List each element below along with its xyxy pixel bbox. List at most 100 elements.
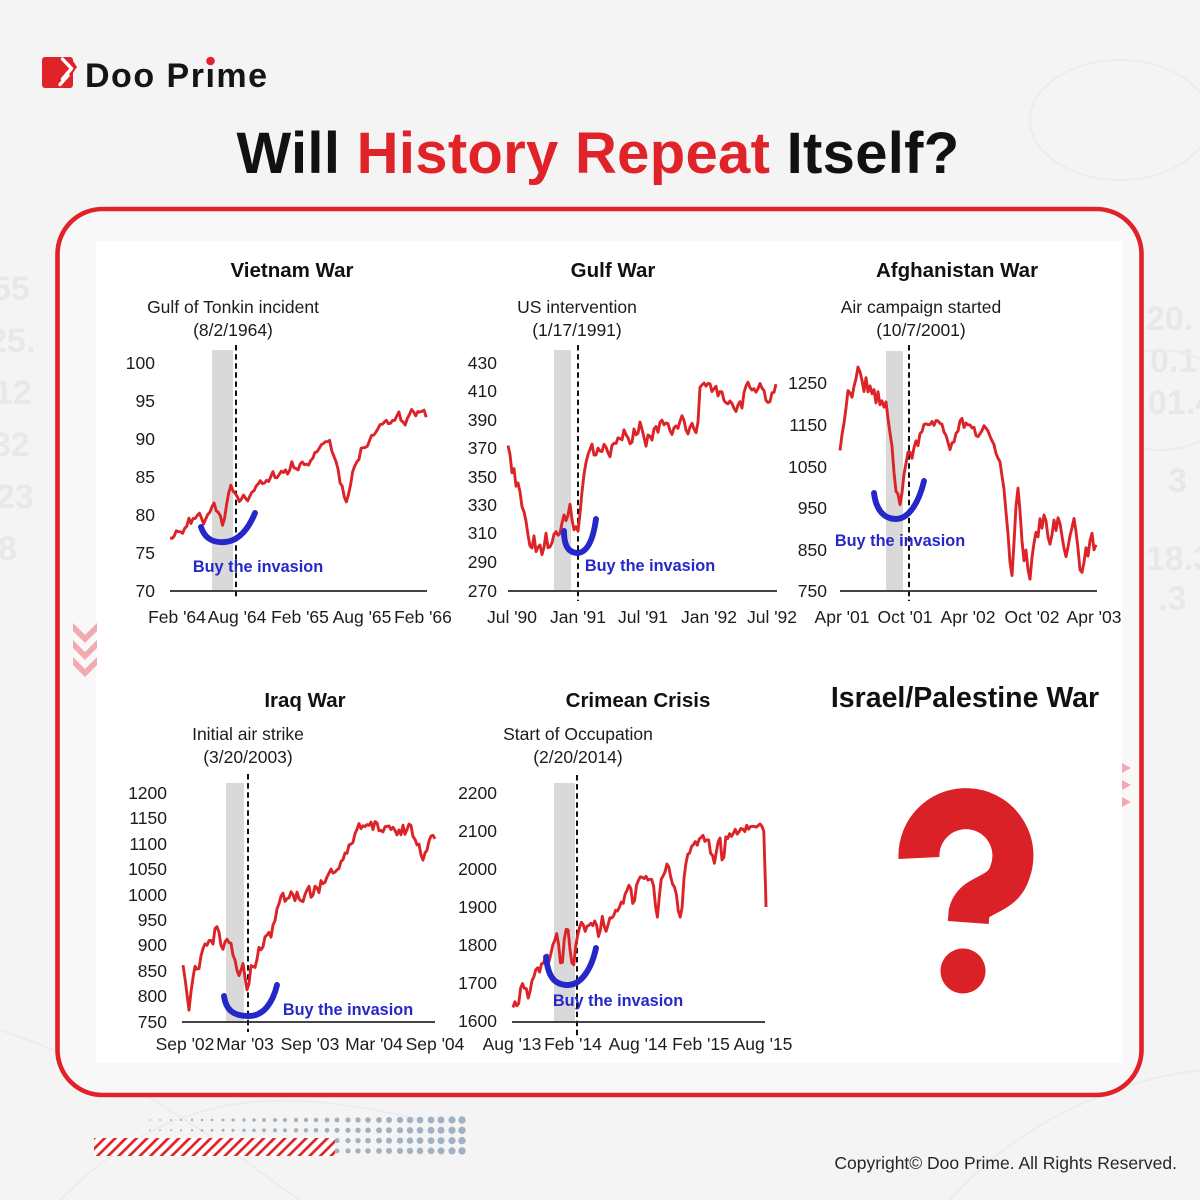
svg-text:Aug '64: Aug '64 bbox=[208, 607, 267, 627]
svg-text:Doo Prıme: Doo Prıme bbox=[85, 57, 269, 95]
svg-text:1900: 1900 bbox=[458, 897, 497, 917]
svg-text:Buy the invasion: Buy the invasion bbox=[835, 532, 965, 550]
svg-text:Feb '15: Feb '15 bbox=[672, 1034, 730, 1054]
svg-text:Mar '03: Mar '03 bbox=[216, 1034, 274, 1054]
svg-text:390: 390 bbox=[468, 410, 497, 430]
svg-text:100: 100 bbox=[126, 353, 155, 373]
svg-text:Start of Occupation: Start of Occupation bbox=[503, 724, 653, 744]
svg-text:75: 75 bbox=[136, 543, 155, 563]
svg-text:2200: 2200 bbox=[458, 783, 497, 803]
svg-text:1100: 1100 bbox=[129, 834, 167, 854]
svg-text:Jul '92: Jul '92 bbox=[747, 607, 797, 627]
svg-text:2000: 2000 bbox=[458, 859, 497, 879]
svg-text:1150: 1150 bbox=[789, 415, 827, 435]
svg-text:1000: 1000 bbox=[128, 885, 167, 905]
svg-text:Jul '91: Jul '91 bbox=[618, 607, 668, 627]
svg-text:85: 85 bbox=[136, 467, 155, 487]
svg-text:370: 370 bbox=[468, 438, 497, 458]
svg-text:Feb '66: Feb '66 bbox=[394, 607, 452, 627]
svg-text:350: 350 bbox=[468, 467, 497, 487]
svg-text:(2/20/2014): (2/20/2014) bbox=[533, 747, 623, 767]
svg-text:Gulf of Tonkin incident: Gulf of Tonkin incident bbox=[147, 297, 319, 317]
svg-text:290: 290 bbox=[468, 552, 497, 572]
svg-text:Vietnam War: Vietnam War bbox=[230, 259, 353, 282]
svg-text:Oct '02: Oct '02 bbox=[1005, 607, 1060, 627]
svg-text:(3/20/2003): (3/20/2003) bbox=[203, 747, 293, 767]
svg-text:(10/7/2001): (10/7/2001) bbox=[876, 320, 966, 340]
svg-text:80: 80 bbox=[136, 505, 156, 525]
svg-text:900: 900 bbox=[138, 935, 167, 955]
svg-text:01.4: 01.4 bbox=[1148, 384, 1200, 422]
svg-text:1050: 1050 bbox=[128, 859, 167, 879]
svg-text:23: 23 bbox=[0, 478, 34, 516]
svg-text:70: 70 bbox=[136, 581, 156, 601]
svg-text:Aug '65: Aug '65 bbox=[333, 607, 392, 627]
svg-text:Sep '03: Sep '03 bbox=[281, 1034, 340, 1054]
svg-text:850: 850 bbox=[138, 961, 167, 981]
svg-text:Jan '92: Jan '92 bbox=[681, 607, 737, 627]
svg-text:850: 850 bbox=[798, 540, 827, 560]
svg-text:20.: 20. bbox=[1146, 300, 1193, 338]
svg-text:1700: 1700 bbox=[458, 973, 497, 993]
svg-text:Mar '04: Mar '04 bbox=[345, 1034, 403, 1054]
svg-text:Jan '91: Jan '91 bbox=[550, 607, 606, 627]
svg-text:Crimean Crisis: Crimean Crisis bbox=[566, 689, 711, 712]
svg-text:0.1: 0.1 bbox=[1150, 342, 1197, 380]
svg-text:Air campaign started: Air campaign started bbox=[841, 297, 1002, 317]
svg-text:Feb '64: Feb '64 bbox=[148, 607, 206, 627]
svg-text:Copyright© Doo Prime. All Righ: Copyright© Doo Prime. All Rights Reserve… bbox=[834, 1153, 1177, 1173]
svg-text:Iraq War: Iraq War bbox=[264, 689, 345, 712]
svg-text:330: 330 bbox=[468, 495, 497, 515]
svg-text:55: 55 bbox=[0, 270, 30, 308]
svg-text:Jul '90: Jul '90 bbox=[487, 607, 537, 627]
svg-text:Buy the invasion: Buy the invasion bbox=[283, 1001, 413, 1019]
svg-text:(1/17/1991): (1/17/1991) bbox=[532, 320, 622, 340]
svg-text:270: 270 bbox=[468, 581, 497, 601]
svg-text:.3: .3 bbox=[1158, 580, 1186, 618]
svg-text:90: 90 bbox=[136, 429, 156, 449]
svg-text:1200: 1200 bbox=[128, 783, 167, 803]
svg-text:Buy the invasion: Buy the invasion bbox=[553, 992, 683, 1010]
svg-text:Sep '04: Sep '04 bbox=[406, 1034, 465, 1054]
svg-text:410: 410 bbox=[468, 381, 497, 401]
svg-text:Oct '01: Oct '01 bbox=[878, 607, 933, 627]
svg-text:1050: 1050 bbox=[788, 457, 827, 477]
svg-text:430: 430 bbox=[468, 353, 497, 373]
svg-text:2100: 2100 bbox=[458, 821, 497, 841]
svg-text:Feb '65: Feb '65 bbox=[271, 607, 329, 627]
svg-text:Feb '14: Feb '14 bbox=[544, 1034, 602, 1054]
svg-text:Sep '02: Sep '02 bbox=[156, 1034, 215, 1054]
svg-text:Apr '01: Apr '01 bbox=[815, 607, 870, 627]
svg-text:Apr '02: Apr '02 bbox=[941, 607, 996, 627]
svg-text:(8/2/1964): (8/2/1964) bbox=[193, 320, 273, 340]
svg-text:750: 750 bbox=[138, 1012, 167, 1032]
svg-text:Apr '03: Apr '03 bbox=[1067, 607, 1122, 627]
svg-text:750: 750 bbox=[798, 581, 827, 601]
svg-text:Initial air strike: Initial air strike bbox=[192, 724, 304, 744]
svg-text:95: 95 bbox=[136, 391, 155, 411]
svg-text:Aug '14: Aug '14 bbox=[609, 1034, 668, 1054]
svg-text:Aug '15: Aug '15 bbox=[734, 1034, 793, 1054]
svg-text:950: 950 bbox=[138, 910, 167, 930]
svg-text:US intervention: US intervention bbox=[517, 297, 637, 317]
svg-text:Will History Repeat Itself?: Will History Repeat Itself? bbox=[236, 121, 959, 186]
svg-text:Buy the invasion: Buy the invasion bbox=[193, 558, 323, 576]
svg-text:1250: 1250 bbox=[788, 373, 827, 393]
svg-text:950: 950 bbox=[798, 498, 827, 518]
svg-text:1600: 1600 bbox=[458, 1011, 497, 1031]
svg-text:8: 8 bbox=[0, 530, 17, 568]
svg-text:310: 310 bbox=[468, 523, 497, 543]
svg-text:25.: 25. bbox=[0, 322, 35, 360]
svg-text:Aug '13: Aug '13 bbox=[483, 1034, 542, 1054]
svg-text:Gulf War: Gulf War bbox=[571, 259, 656, 282]
svg-text:3: 3 bbox=[1168, 462, 1187, 500]
svg-text:12: 12 bbox=[0, 374, 32, 412]
svg-text:Buy the invasion: Buy the invasion bbox=[585, 557, 715, 575]
svg-text:Afghanistan War: Afghanistan War bbox=[876, 259, 1038, 282]
svg-text:Israel/Palestine War: Israel/Palestine War bbox=[831, 682, 1099, 714]
svg-text:1800: 1800 bbox=[458, 935, 497, 955]
svg-text:1150: 1150 bbox=[129, 808, 167, 828]
svg-text:32: 32 bbox=[0, 426, 30, 464]
svg-text:800: 800 bbox=[138, 986, 167, 1006]
svg-text:18.3: 18.3 bbox=[1146, 540, 1200, 578]
